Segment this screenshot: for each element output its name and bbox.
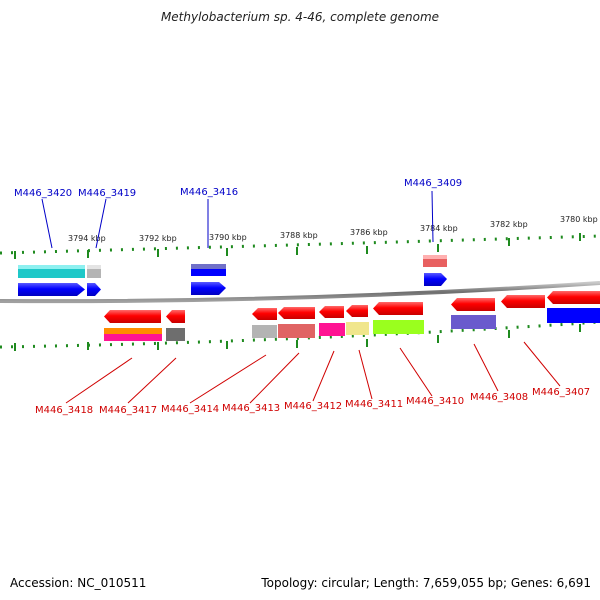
gene-arrow xyxy=(87,283,101,296)
kbp-label: 3792 kbp xyxy=(139,234,177,243)
gene-label[interactable]: M446_3411 xyxy=(345,399,403,410)
gene-label[interactable]: M446_3409 xyxy=(404,178,462,189)
gene-feature xyxy=(278,324,315,338)
kbp-scale: 3794 kbp 3792 kbp 3790 kbp 3788 kbp 3786… xyxy=(68,215,598,243)
gene-label[interactable]: M446_3413 xyxy=(222,403,280,414)
kbp-label: 3782 kbp xyxy=(490,220,528,229)
gene-arrow xyxy=(166,310,185,323)
upper-genes xyxy=(18,255,447,296)
lower-genes xyxy=(104,291,600,341)
gene-arrow xyxy=(104,310,161,323)
gene-label[interactable]: M446_3412 xyxy=(284,401,342,412)
gene-arrow xyxy=(547,291,600,304)
gene-arrow xyxy=(346,305,368,317)
gene-arrow xyxy=(424,273,447,286)
bottom-leader-lines xyxy=(65,341,561,404)
gene-arrow xyxy=(252,308,277,320)
bottom-gene-labels: M446_3418 M446_3417 M446_3414 M446_3413 … xyxy=(35,387,590,416)
accession-text: Accession: NC_010511 xyxy=(10,576,147,590)
top-gene-labels: M446_3420 M446_3419 M446_3416 M446_3409 xyxy=(14,178,462,199)
genome-title: Methylobacterium sp. 4-46, complete geno… xyxy=(160,10,440,24)
gene-label[interactable]: M446_3419 xyxy=(78,188,136,199)
gene-label[interactable]: M446_3408 xyxy=(470,392,528,403)
kbp-label: 3784 kbp xyxy=(420,224,458,233)
gene-label[interactable]: M446_3417 xyxy=(99,405,157,416)
lower-tick-track xyxy=(0,320,600,351)
kbp-label: 3790 kbp xyxy=(209,233,247,242)
gene-label[interactable]: M446_3407 xyxy=(532,387,590,398)
gene-arrow xyxy=(278,307,315,319)
gene-label[interactable]: M446_3414 xyxy=(161,404,219,415)
gene-feature xyxy=(166,328,185,341)
genome-summary-text: Topology: circular; Length: 7,659,055 bp… xyxy=(261,576,591,590)
gene-feature xyxy=(104,328,162,334)
kbp-label: 3780 kbp xyxy=(560,215,598,224)
gene-arrow xyxy=(18,283,85,296)
kbp-label: 3786 kbp xyxy=(350,228,388,237)
kbp-label: 3788 kbp xyxy=(280,231,318,240)
gene-feature xyxy=(451,315,496,329)
gene-feature xyxy=(104,334,162,341)
gene-arrow xyxy=(501,295,545,308)
kbp-label: 3794 kbp xyxy=(68,234,106,243)
gene-label[interactable]: M446_3410 xyxy=(406,396,464,407)
top-leader-lines xyxy=(41,190,434,249)
gene-arrow xyxy=(451,298,495,311)
gene-label[interactable]: M446_3420 xyxy=(14,188,72,199)
upper-tick-track xyxy=(0,233,600,259)
gene-feature xyxy=(346,322,369,335)
genome-backbone xyxy=(0,281,600,304)
gene-arrow xyxy=(319,306,344,318)
gene-label[interactable]: M446_3418 xyxy=(35,405,93,416)
gene-feature xyxy=(319,323,345,336)
gene-feature xyxy=(252,325,277,338)
gene-feature xyxy=(547,308,600,323)
gene-label[interactable]: M446_3416 xyxy=(180,187,238,198)
gene-feature xyxy=(373,320,424,334)
gene-arrow xyxy=(373,302,423,315)
gene-arrow xyxy=(191,282,226,295)
